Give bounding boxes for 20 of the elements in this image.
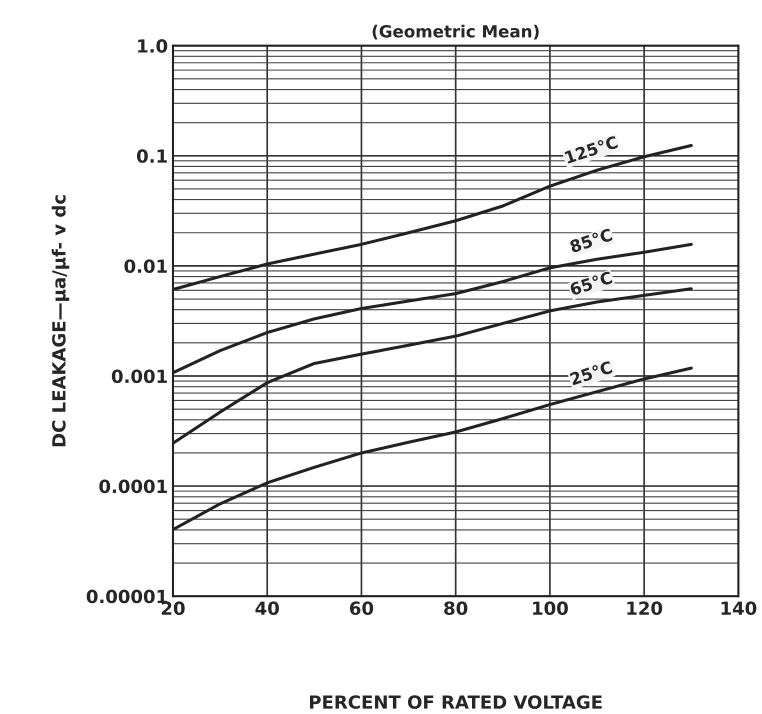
x-tick-label: 100 xyxy=(533,601,568,616)
y-tick-label: 0.001 xyxy=(112,369,167,384)
x-tick-label: 20 xyxy=(162,601,185,616)
x-tick-label: 140 xyxy=(722,601,756,616)
y-tick-label: 0.00001 xyxy=(86,590,167,604)
y-tick-label: 0.0001 xyxy=(99,480,167,494)
x-axis-title: PERCENT OF RATED VOLTAGE xyxy=(310,695,602,709)
chart-title: (Geometric Mean) xyxy=(372,24,539,40)
text: 85°C xyxy=(569,228,613,254)
text: 125°C xyxy=(564,135,618,164)
y-axis-title: DC LEAKAGE—μa/μf- v dc xyxy=(52,195,70,446)
y-tick-label: 0.01 xyxy=(124,259,167,274)
x-tick-label: 80 xyxy=(444,601,468,616)
y-tick-label: 1.0 xyxy=(138,39,168,53)
y-tick-label: 0.1 xyxy=(136,149,167,163)
text: 25°C xyxy=(569,360,613,386)
x-tick-label: 60 xyxy=(350,601,374,616)
x-tick-label: 120 xyxy=(627,601,662,616)
x-tick-label: 40 xyxy=(255,601,279,616)
text: 65°C xyxy=(569,270,613,296)
